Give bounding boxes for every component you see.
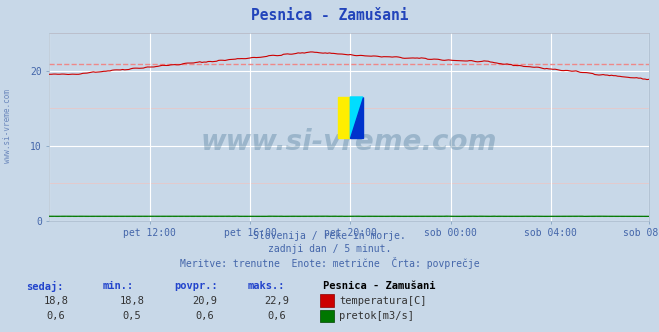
Text: Slovenija / reke in morje.: Slovenija / reke in morje. (253, 231, 406, 241)
Text: min.:: min.: (102, 281, 133, 290)
Text: 0,5: 0,5 (123, 311, 141, 321)
Text: temperatura[C]: temperatura[C] (339, 296, 427, 306)
Text: Meritve: trenutne  Enote: metrične  Črta: povprečje: Meritve: trenutne Enote: metrične Črta: … (180, 257, 479, 269)
Text: 18,8: 18,8 (43, 296, 69, 306)
Text: Pesnica - Zamušani: Pesnica - Zamušani (251, 8, 408, 23)
Bar (338, 97, 351, 138)
Text: www.si-vreme.com: www.si-vreme.com (201, 128, 498, 156)
Text: www.si-vreme.com: www.si-vreme.com (3, 89, 13, 163)
Polygon shape (351, 97, 363, 138)
Text: 0,6: 0,6 (47, 311, 65, 321)
Text: povpr.:: povpr.: (175, 281, 218, 290)
Text: 20,9: 20,9 (192, 296, 217, 306)
Text: Pesnica - Zamušani: Pesnica - Zamušani (323, 281, 436, 290)
Text: 18,8: 18,8 (119, 296, 144, 306)
Text: 0,6: 0,6 (195, 311, 214, 321)
Text: 0,6: 0,6 (268, 311, 286, 321)
Text: maks.:: maks.: (247, 281, 285, 290)
Text: sedaj:: sedaj: (26, 281, 64, 291)
Text: pretok[m3/s]: pretok[m3/s] (339, 311, 415, 321)
Polygon shape (351, 97, 363, 138)
Text: 22,9: 22,9 (264, 296, 289, 306)
Text: zadnji dan / 5 minut.: zadnji dan / 5 minut. (268, 244, 391, 254)
